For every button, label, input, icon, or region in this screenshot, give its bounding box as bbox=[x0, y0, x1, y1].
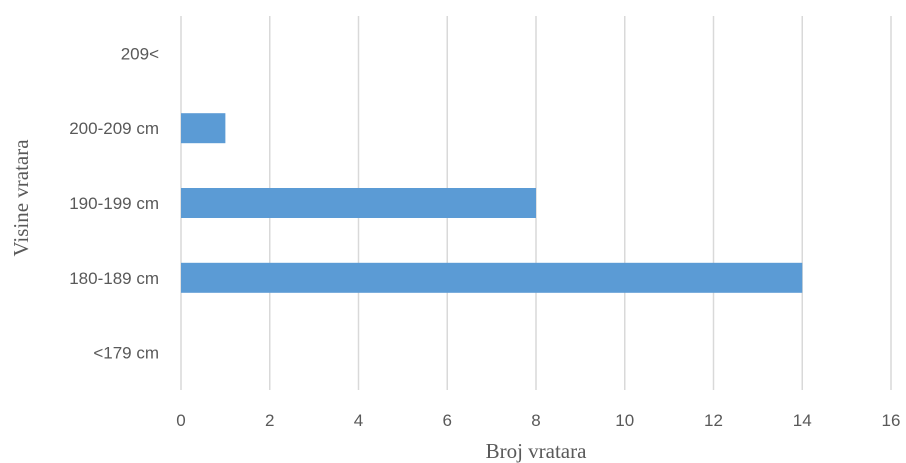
x-tick-label-8: 16 bbox=[882, 411, 901, 430]
bar-2 bbox=[181, 188, 536, 218]
x-tick-label-6: 12 bbox=[704, 411, 723, 430]
x-tick-label-0: 0 bbox=[176, 411, 185, 430]
bar-3 bbox=[181, 113, 226, 144]
y-tick-label-0: <179 cm bbox=[93, 344, 159, 363]
y-tick-label-4: 209< bbox=[121, 44, 159, 63]
y-tick-label-1: 180-189 cm bbox=[69, 269, 159, 288]
x-tick-label-3: 6 bbox=[443, 411, 452, 430]
y-axis-title: Visine vratara bbox=[9, 139, 33, 257]
y-tick-label-2: 190-199 cm bbox=[69, 194, 159, 213]
bars bbox=[181, 113, 803, 293]
x-tick-label-1: 2 bbox=[265, 411, 274, 430]
x-axis-title: Broj vratara bbox=[486, 439, 588, 463]
x-tick-label-2: 4 bbox=[354, 411, 363, 430]
y-tick-labels: <179 cm 180-189 cm 190-199 cm 200-209 cm 209… bbox=[69, 44, 159, 362]
x-tick-label-4: 8 bbox=[531, 411, 540, 430]
x-tick-label-5: 10 bbox=[615, 411, 634, 430]
x-tick-label-7: 14 bbox=[793, 411, 812, 430]
x-tick-labels: 0 2 4 6 8 10 12 14 16 bbox=[176, 411, 900, 430]
bar-1 bbox=[181, 262, 803, 293]
y-tick-label-3: 200-209 cm bbox=[69, 119, 159, 138]
